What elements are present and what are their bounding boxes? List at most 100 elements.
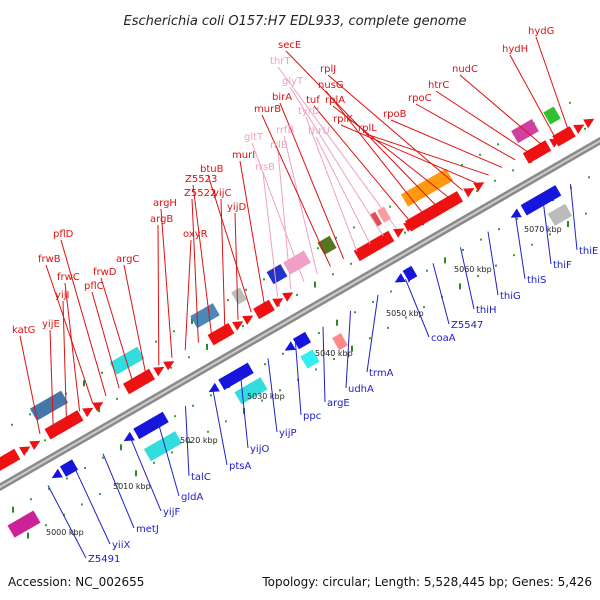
annotated-region-box bbox=[143, 431, 183, 462]
reverse-gene-box bbox=[59, 459, 79, 477]
gene-callout-line bbox=[262, 172, 279, 297]
annotated-region-box bbox=[543, 106, 561, 125]
gene-label: hydH bbox=[502, 44, 528, 55]
scale-tick-label: 5060 kbp bbox=[454, 265, 492, 274]
track-dot bbox=[245, 288, 247, 291]
track-dot bbox=[153, 461, 155, 464]
gene-callout-line bbox=[460, 247, 475, 310]
track-dot bbox=[585, 212, 587, 215]
track-dot bbox=[120, 444, 122, 451]
forward-gene-box bbox=[207, 323, 235, 346]
gene-label: thiH bbox=[476, 305, 497, 316]
forward-gene-box bbox=[0, 448, 21, 480]
track-dot bbox=[332, 273, 334, 276]
reverse-gene-arrow bbox=[51, 468, 63, 479]
gene-label: yijP bbox=[279, 428, 297, 439]
scale-tick-label: 5010 kbp bbox=[113, 482, 151, 491]
gene-callout-line bbox=[405, 278, 430, 338]
track-dot bbox=[116, 397, 118, 400]
track-dot bbox=[351, 345, 353, 352]
track-dot bbox=[516, 217, 518, 220]
callout-lines bbox=[19, 36, 578, 559]
gene-label: htrC bbox=[428, 80, 449, 91]
gene-label: frwB bbox=[38, 254, 61, 265]
track-dot bbox=[353, 226, 355, 229]
annotated-region-box bbox=[7, 510, 41, 538]
feature-track bbox=[0, 106, 595, 538]
track-dot bbox=[27, 532, 29, 539]
gene-label: yijC bbox=[213, 188, 231, 199]
forward-gene-arrow bbox=[473, 182, 485, 192]
reverse-gene-arrow bbox=[510, 208, 522, 218]
forward-gene-arrow bbox=[583, 118, 595, 129]
gene-label: frwD bbox=[93, 267, 117, 278]
track-dot bbox=[192, 404, 194, 407]
gene-label: hydG bbox=[528, 26, 554, 37]
gene-callout-line bbox=[251, 142, 305, 282]
reverse-gene-box bbox=[218, 362, 254, 390]
genome-summary-text: Topology: circular; Length: 5,528,445 bp… bbox=[261, 575, 592, 589]
gene-label: coaA bbox=[431, 333, 456, 344]
forward-gene-arrow bbox=[282, 292, 294, 302]
track-dot bbox=[462, 248, 464, 251]
forward-gene-box bbox=[405, 191, 463, 232]
gene-label: nusG bbox=[318, 80, 344, 91]
gene-label: secE bbox=[278, 40, 301, 51]
forward-gene-arrow bbox=[92, 402, 104, 412]
gene-labels: katG yijE yijI frwC frwB pflD pflC frwD argC argB… bbox=[12, 26, 598, 565]
track-dot bbox=[66, 477, 68, 480]
gene-callout-line bbox=[366, 294, 379, 373]
gene-callout-line bbox=[345, 310, 351, 389]
gene-callout-line bbox=[185, 406, 190, 477]
track-dot bbox=[173, 330, 175, 333]
forward-gene-arrow bbox=[29, 440, 41, 451]
gene-callout-line bbox=[277, 66, 397, 229]
track-dot bbox=[261, 399, 263, 402]
scale-tick-label: 5030 kbp bbox=[247, 392, 285, 401]
gene-label: gldA bbox=[181, 492, 203, 503]
gene-label: thiF bbox=[553, 260, 572, 271]
gene-callout-line bbox=[157, 421, 180, 497]
track-dot bbox=[207, 430, 209, 433]
forward-gene-arrow bbox=[463, 188, 475, 198]
gene-label: rpoC bbox=[408, 93, 432, 104]
track-dot bbox=[426, 269, 428, 272]
scale-tick-label: 5070 kbp bbox=[524, 225, 562, 234]
gene-callout-line bbox=[239, 160, 265, 305]
scale-tick-label: 5040 kbp bbox=[315, 349, 353, 358]
annotated-region-box bbox=[317, 235, 337, 255]
gene-callout-line bbox=[102, 453, 135, 529]
track-dot bbox=[83, 380, 85, 387]
gene-label: btuB bbox=[200, 164, 224, 175]
gene-callout-line bbox=[220, 198, 226, 328]
gene-callout-line bbox=[325, 90, 424, 214]
track-dot bbox=[480, 238, 482, 241]
track-dot bbox=[188, 356, 190, 359]
track-dot bbox=[99, 493, 101, 496]
gene-label: rpoB bbox=[383, 109, 407, 120]
gene-label: thiE bbox=[579, 246, 598, 257]
track-dot bbox=[350, 262, 352, 265]
track-dot bbox=[242, 325, 244, 328]
gene-callout-line bbox=[47, 485, 87, 559]
gene-callout-line bbox=[45, 264, 94, 404]
gene-label: udhA bbox=[348, 384, 374, 395]
forward-gene-box bbox=[353, 230, 395, 262]
track-dot bbox=[317, 247, 319, 250]
gene-callout-line bbox=[570, 183, 578, 251]
track-dot bbox=[389, 205, 391, 208]
track-dot bbox=[567, 221, 569, 228]
track-dot bbox=[336, 319, 338, 326]
track-dot bbox=[372, 300, 374, 303]
gene-callout-line bbox=[279, 102, 345, 260]
annotated-region-box bbox=[266, 264, 288, 285]
track-dot bbox=[335, 236, 337, 239]
gene-callout-line bbox=[91, 291, 120, 389]
track-dot bbox=[11, 423, 13, 426]
annotated-region-box bbox=[300, 349, 320, 369]
gene-label: talC bbox=[191, 472, 211, 483]
forward-gene-arrow bbox=[573, 124, 585, 134]
gene-callout-line bbox=[19, 335, 41, 435]
gene-callout-line bbox=[295, 342, 302, 416]
annotated-region-box bbox=[29, 390, 69, 421]
